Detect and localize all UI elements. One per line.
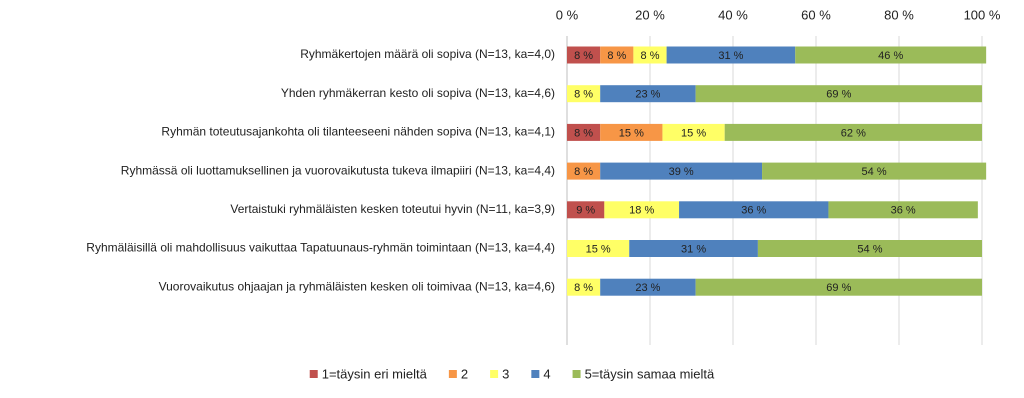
data-label: 8 % <box>641 50 660 62</box>
y-tick-label: Yhden ryhmäkerran kesto oli sopiva (N=13… <box>281 86 555 100</box>
bar-segment <box>600 46 634 64</box>
bar-segment <box>757 240 982 257</box>
bar-segment <box>679 201 829 219</box>
data-label: 15 % <box>619 127 644 139</box>
bar-segment <box>662 123 725 141</box>
data-label: 8 % <box>574 50 593 62</box>
data-label: 62 % <box>841 127 866 139</box>
bar-segment <box>695 85 982 103</box>
data-label: 8 % <box>574 89 593 101</box>
y-tick-label: Ryhmän toteutusajankohta oli tilanteesee… <box>161 125 555 139</box>
bar-segment <box>567 46 601 64</box>
bar-segment <box>567 123 601 141</box>
bar-segment <box>604 201 680 219</box>
data-label: 15 % <box>681 127 706 139</box>
legend-swatch <box>448 370 457 378</box>
data-label: 8 % <box>574 282 593 294</box>
data-label: 69 % <box>826 89 851 101</box>
data-label: 54 % <box>862 166 887 178</box>
bar-segment <box>567 240 630 257</box>
bar-segment <box>795 46 987 64</box>
data-label: 39 % <box>669 166 694 178</box>
bar-segment <box>567 85 601 103</box>
legend-swatch <box>531 370 540 378</box>
bar-segment <box>695 278 982 296</box>
data-label: 36 % <box>891 205 916 217</box>
bar-segment <box>600 162 763 180</box>
x-tick-label: 80 % <box>884 7 914 22</box>
data-label: 8 % <box>607 50 626 62</box>
data-label: 8 % <box>574 127 593 139</box>
bar-segment <box>600 278 696 296</box>
bar-segment <box>600 123 663 141</box>
y-tick-label: Ryhmäkertojen määrä oli sopiva (N=13, ka… <box>300 47 555 61</box>
data-label: 18 % <box>629 205 654 217</box>
y-tick-label: Ryhmässä oli luottamuksellinen ja vuorov… <box>121 163 555 177</box>
data-label: 15 % <box>586 243 611 255</box>
data-label: 54 % <box>857 243 882 255</box>
y-tick-label: Ryhmäläisillä oli mahdollisuus vaikuttaa… <box>86 241 555 255</box>
legend-label: 3 <box>502 366 509 381</box>
bar-segment <box>567 201 605 219</box>
y-tick-label: Vuorovaikutus ohjaajan ja ryhmäläisten k… <box>159 279 555 293</box>
bar-segment <box>600 85 696 103</box>
x-tick-label: 60 % <box>801 7 831 22</box>
legend-swatch <box>490 370 499 378</box>
x-tick-label: 0 % <box>556 7 579 22</box>
legend-label: 4 <box>543 366 550 381</box>
x-tick-label: 20 % <box>635 7 665 22</box>
data-label: 23 % <box>635 282 660 294</box>
x-tick-label: 100 % <box>964 7 1001 22</box>
data-label: 46 % <box>878 50 903 62</box>
bar-segment <box>633 46 667 64</box>
data-label: 23 % <box>635 89 660 101</box>
data-label: 9 % <box>576 205 595 217</box>
legend-swatch <box>309 370 318 378</box>
legend-label: 1=täysin eri mieltä <box>322 366 428 381</box>
legend-label: 5=täysin samaa mieltä <box>585 366 715 381</box>
data-label: 36 % <box>741 205 766 217</box>
data-label: 31 % <box>718 50 743 62</box>
bar-segment <box>762 162 987 180</box>
bar-segment <box>724 123 982 141</box>
bar-segment <box>567 162 601 180</box>
data-label: 69 % <box>826 282 851 294</box>
bar-segment <box>828 201 978 219</box>
bar-segment <box>629 240 758 257</box>
x-tick-label: 40 % <box>718 7 748 22</box>
legend-swatch <box>572 370 581 378</box>
bar-segment <box>666 46 796 64</box>
legend-label: 2 <box>461 366 468 381</box>
bar-segment <box>567 278 601 296</box>
data-label: 31 % <box>681 243 706 255</box>
y-tick-label: Vertaistuki ryhmäläisten kesken toteutui… <box>230 202 555 216</box>
data-label: 8 % <box>574 166 593 178</box>
